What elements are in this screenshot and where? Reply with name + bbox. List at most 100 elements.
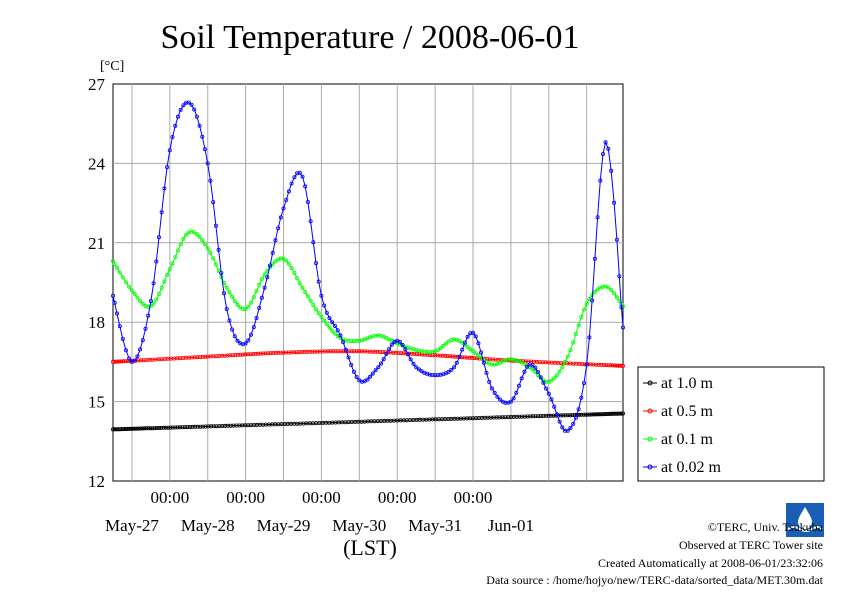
data-point [127, 356, 132, 361]
data-point [487, 379, 492, 384]
data-point [295, 171, 300, 176]
data-point [511, 396, 516, 401]
data-point [154, 259, 159, 264]
credits: ©TERC, Univ. Tsukuba Observed at TERC To… [486, 520, 823, 587]
data-point [289, 265, 294, 270]
legend-entry-label: at 0.5 m [661, 403, 714, 420]
data-point [318, 349, 323, 354]
data-point [142, 426, 147, 431]
data-point [619, 363, 624, 368]
data-point [546, 413, 551, 418]
data-point [621, 363, 626, 368]
data-point [278, 215, 283, 220]
data-point [460, 355, 465, 360]
data-point [221, 291, 226, 296]
data-point [457, 354, 462, 359]
data-point [554, 373, 559, 378]
data-point [565, 413, 570, 418]
data-point [195, 424, 200, 429]
data-point [248, 352, 253, 357]
data-point [597, 412, 602, 417]
data-point [186, 100, 191, 105]
legend-swatch-marker [647, 464, 653, 470]
credit-observed: Observed at TERC Tower site [679, 538, 823, 552]
data-point [376, 365, 381, 370]
data-point [388, 350, 393, 355]
data-point [508, 399, 513, 404]
data-point [412, 351, 417, 356]
data-point [135, 354, 140, 359]
data-point [568, 425, 573, 430]
data-point [308, 298, 313, 303]
data-point [338, 349, 343, 354]
data-point [194, 114, 199, 119]
data-point [150, 426, 155, 431]
data-point [278, 350, 283, 355]
data-point [435, 348, 440, 353]
data-point [131, 426, 136, 431]
data-point [303, 289, 308, 294]
data-point [389, 342, 394, 347]
data-point [305, 199, 310, 204]
y-tick-label: 18 [88, 313, 105, 332]
data-point [472, 356, 477, 361]
data-point [391, 350, 396, 355]
x-time-label: 00:00 [454, 488, 493, 507]
data-point [378, 361, 383, 366]
data-point [173, 255, 178, 260]
data-point [503, 400, 508, 405]
data-point [205, 246, 210, 251]
data-point [563, 428, 568, 433]
data-point [570, 413, 575, 418]
data-point [557, 419, 562, 424]
data-point [170, 425, 175, 430]
data-point [362, 349, 367, 354]
data-point [520, 414, 525, 419]
data-point [308, 219, 313, 224]
data-point [427, 350, 432, 355]
data-point [568, 348, 573, 353]
data-point [132, 358, 137, 363]
data-point [460, 347, 465, 352]
data-point [384, 351, 389, 356]
terc-logo [786, 503, 824, 537]
data-point [573, 415, 578, 420]
data-point [332, 331, 337, 336]
data-point [571, 421, 576, 426]
data-point [173, 425, 178, 430]
data-point [266, 351, 271, 356]
data-point [354, 374, 359, 379]
x-date-label: Jun-01 [488, 516, 534, 535]
data-point [117, 359, 122, 364]
data-point [175, 114, 180, 119]
data-point [614, 237, 619, 242]
data-point [156, 292, 161, 297]
data-point [192, 107, 197, 112]
data-point [470, 330, 475, 335]
data-point [619, 305, 624, 310]
data-point [506, 357, 511, 362]
data-point [346, 355, 351, 360]
data-point [257, 305, 262, 310]
data-point [166, 425, 171, 430]
data-point [465, 355, 470, 360]
data-point [533, 414, 538, 419]
data-point [286, 189, 291, 194]
data-point [233, 352, 238, 357]
data-point [527, 365, 532, 370]
data-point [357, 349, 362, 354]
data-point [165, 272, 170, 277]
data-point [267, 263, 272, 268]
data-point [416, 367, 421, 372]
data-point [549, 413, 554, 418]
data-point [419, 349, 424, 354]
x-axis-label: (LST) [343, 535, 397, 560]
data-point [370, 349, 375, 354]
data-point [300, 285, 305, 290]
data-point [443, 341, 448, 346]
data-point [154, 425, 159, 430]
data-point [552, 376, 557, 381]
data-point [476, 353, 481, 358]
data-point [112, 300, 117, 305]
data-point [498, 397, 503, 402]
